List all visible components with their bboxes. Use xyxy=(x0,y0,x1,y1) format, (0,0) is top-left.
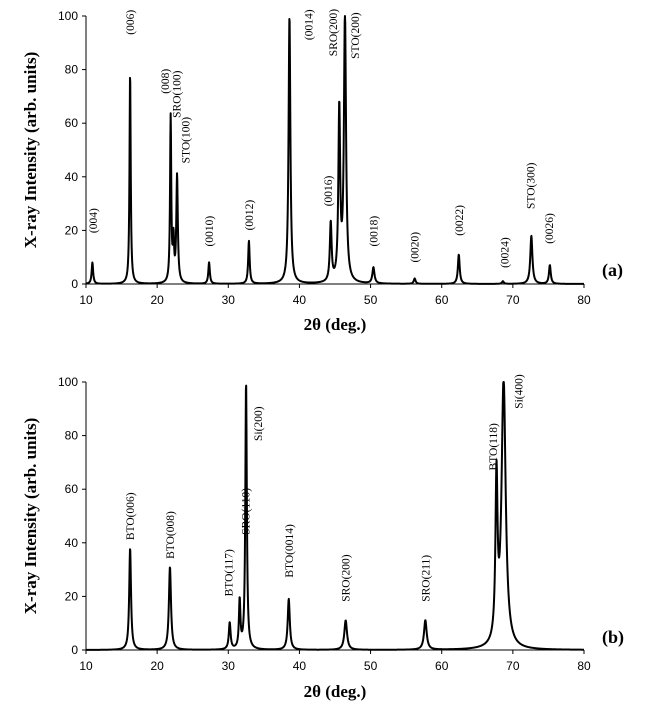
peak-label: (004) xyxy=(88,208,100,233)
x-tick-label: 70 xyxy=(506,293,520,307)
peak-label: SRO(211) xyxy=(420,555,432,602)
x-tick-label: 50 xyxy=(364,293,378,307)
x-tick-label: 80 xyxy=(577,293,591,307)
peak-label: SRO(110) xyxy=(240,488,252,535)
y-tick-label: 100 xyxy=(58,375,78,389)
peak-label: SRO(200) xyxy=(341,554,353,601)
x-tick-label: 30 xyxy=(222,293,236,307)
x-tick-label: 60 xyxy=(435,659,449,673)
peak-label: STO(100) xyxy=(181,117,193,164)
x-tick-label: 40 xyxy=(293,293,307,307)
x-axis-title: 2θ (deg.) xyxy=(304,315,367,334)
panel-b: 10 20 30 40 50 60 70 80 0 20 40 60 80 100 2θ (deg.) X-r… xyxy=(21,374,624,701)
y-tick-label: 20 xyxy=(65,589,79,603)
x-tick-label: 50 xyxy=(364,659,378,673)
peak-label: BTO(0014) xyxy=(284,524,296,578)
peak-label: (0018) xyxy=(368,216,380,247)
x-tick-label: 10 xyxy=(79,659,93,673)
x-tick-label: 20 xyxy=(150,659,164,673)
peak-label: (006) xyxy=(125,10,137,35)
y-tick-label: 40 xyxy=(65,536,79,550)
panel-label: (b) xyxy=(602,627,624,648)
y-axis-title: X-ray Intensity (arb. units) xyxy=(21,52,40,248)
y-tick-label: 80 xyxy=(65,63,79,77)
peak-label: BTO(118) xyxy=(488,423,500,470)
panel-label: (a) xyxy=(602,260,623,281)
y-tick-label: 60 xyxy=(65,116,79,130)
peak-label: (0026) xyxy=(544,213,556,244)
x-axis-title: 2θ (deg.) xyxy=(304,682,367,701)
y-tick-label: 40 xyxy=(65,170,79,184)
peak-label: (0022) xyxy=(454,205,466,236)
panel-a: 10 20 30 40 50 60 70 80 0 20 40 60 80 100 2θ (deg.) X-r… xyxy=(21,9,623,334)
peak-label: SRO(200) xyxy=(328,9,340,56)
peak-label: (008) xyxy=(160,69,172,94)
peak-label: STO(200) xyxy=(350,12,362,59)
y-axis-title: X-ray Intensity (arb. units) xyxy=(21,418,40,614)
x-tick-label: 80 xyxy=(577,659,591,673)
xrd-trace-line xyxy=(85,15,585,285)
peak-label: (0012) xyxy=(244,200,256,231)
peak-label: Si(200) xyxy=(253,406,265,441)
y-tick-label: 0 xyxy=(71,643,78,657)
peak-label: BTO(008) xyxy=(165,511,177,559)
x-tick-label: 40 xyxy=(293,659,307,673)
x-tick-label: 60 xyxy=(435,293,449,307)
peak-label: BTO(117) xyxy=(223,549,235,596)
y-tick-label: 80 xyxy=(65,429,79,443)
peak-label: (0020) xyxy=(410,232,422,263)
peak-label: Si(400) xyxy=(514,374,526,409)
peak-label: (0024) xyxy=(499,237,511,268)
peak-label: SRO(100) xyxy=(171,70,183,117)
y-tick-label: 0 xyxy=(71,277,78,291)
peak-label: (0014) xyxy=(304,9,316,40)
peak-label: (0010) xyxy=(204,216,216,247)
x-tick-label: 20 xyxy=(150,293,164,307)
x-tick-label: 10 xyxy=(79,293,93,307)
xrd-trace-line xyxy=(85,381,585,651)
peak-label: (0016) xyxy=(323,175,335,206)
y-tick-label: 20 xyxy=(65,223,79,237)
y-tick-label: 100 xyxy=(58,9,78,23)
x-tick-label: 70 xyxy=(506,659,520,673)
peak-label: BTO(006) xyxy=(125,492,137,540)
peak-label: STO(300) xyxy=(526,162,538,209)
x-tick-label: 30 xyxy=(222,659,236,673)
y-tick-label: 60 xyxy=(65,482,79,496)
